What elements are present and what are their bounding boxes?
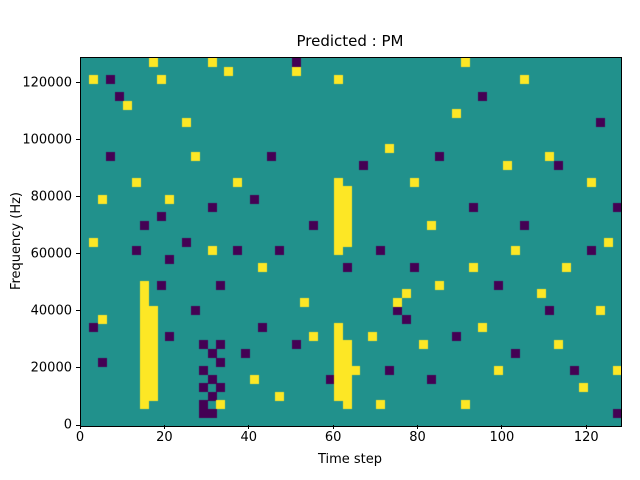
x-tick-mark bbox=[501, 425, 503, 429]
x-axis-label: Time step bbox=[317, 452, 383, 467]
y-tick-mark bbox=[76, 310, 80, 312]
x-tick-mark bbox=[163, 425, 165, 429]
x-tick-mark bbox=[417, 425, 418, 429]
y-tick-label: 0 bbox=[63, 417, 72, 433]
plot-area bbox=[80, 57, 622, 427]
y-tick-label: 40000 bbox=[30, 303, 72, 319]
y-tick-label: 20000 bbox=[30, 360, 72, 376]
x-tick-label: 120 bbox=[573, 430, 599, 445]
x-tick-mark bbox=[248, 425, 250, 429]
x-tick-mark bbox=[585, 425, 587, 429]
x-tick-label: 20 bbox=[156, 430, 173, 445]
y-tick-mark bbox=[76, 82, 80, 84]
x-tick-label: 100 bbox=[489, 430, 515, 445]
y-tick-mark bbox=[76, 367, 80, 369]
x-tick-mark bbox=[332, 425, 334, 429]
x-tick-label: 0 bbox=[75, 430, 85, 445]
x-tick-mark bbox=[79, 425, 81, 429]
x-tick-label: 80 bbox=[409, 430, 426, 445]
x-tick-label: 40 bbox=[240, 430, 258, 445]
y-tick-mark bbox=[76, 424, 80, 426]
y-tick-label: 100000 bbox=[22, 132, 72, 148]
x-tick-label: 60 bbox=[324, 430, 342, 445]
y-tick-mark bbox=[76, 139, 80, 141]
y-tick-mark bbox=[76, 253, 80, 255]
y-tick-label: 120000 bbox=[22, 75, 72, 91]
y-tick-label: 80000 bbox=[30, 189, 72, 205]
y-tick-mark bbox=[76, 196, 80, 198]
heatmap-canvas bbox=[81, 58, 621, 426]
chart-title: Predicted : PM bbox=[296, 32, 404, 50]
y-tick-label: 60000 bbox=[30, 246, 72, 262]
